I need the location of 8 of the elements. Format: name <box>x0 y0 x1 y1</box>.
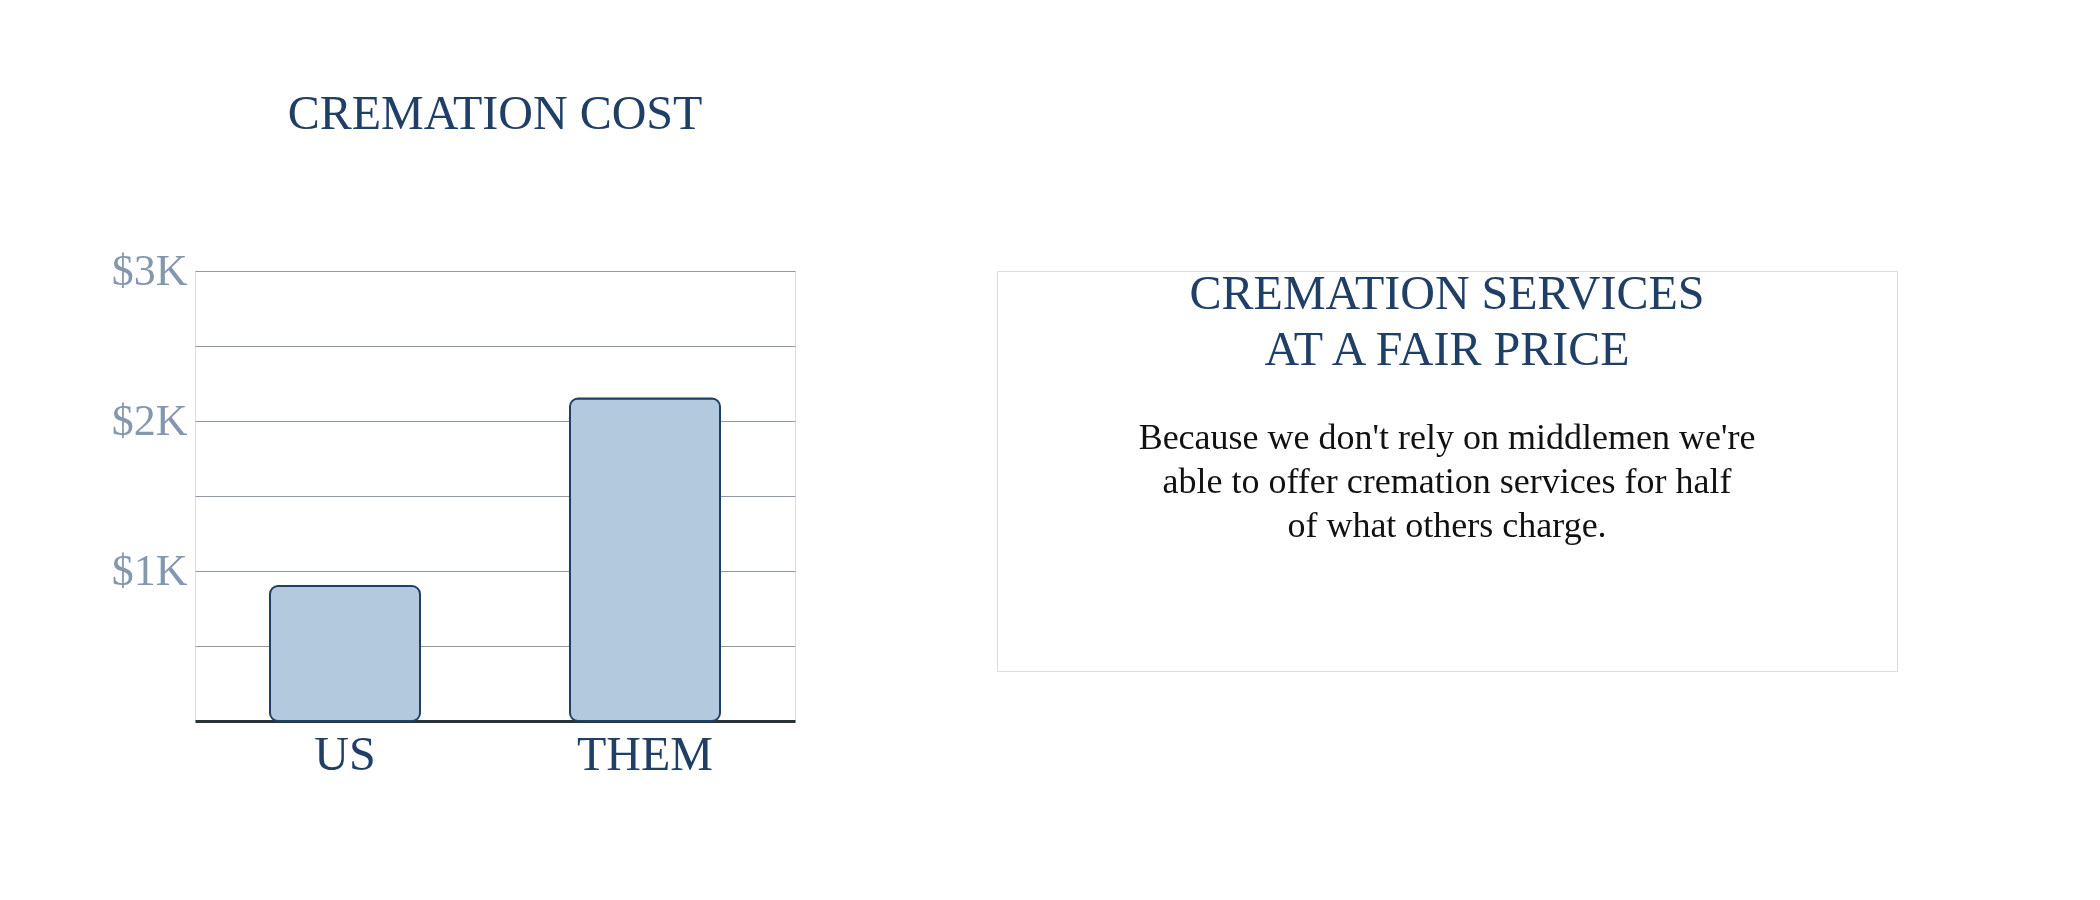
chart-title: CREMATION COST <box>287 86 703 139</box>
y-tick-label: $1K <box>111 545 188 595</box>
x-tick-label: US <box>314 726 376 780</box>
y-tick-label: $2K <box>111 395 188 445</box>
text: Because we don't rely on middlemen we're able to offer cremation services for half of what others charge. <box>1138 417 1756 545</box>
text: CREMATION SERVICES AT A FAIR PRICE <box>1189 266 1705 375</box>
y-tick-label: $3K <box>111 245 188 295</box>
x-tick-label: THEM <box>577 726 713 780</box>
